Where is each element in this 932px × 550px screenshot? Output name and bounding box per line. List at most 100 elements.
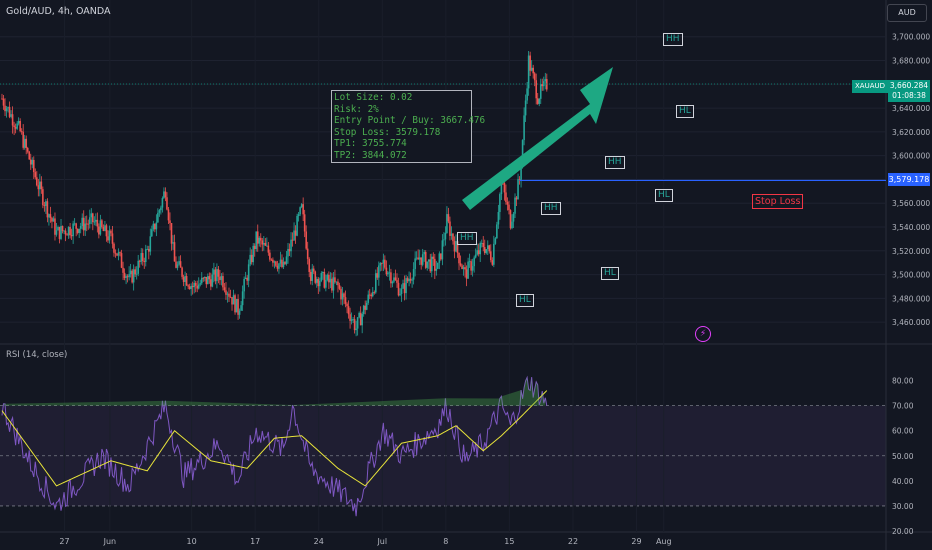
candle-body <box>518 179 521 180</box>
candle-body <box>299 207 301 215</box>
candle-body <box>440 253 442 260</box>
candle-body <box>536 98 539 104</box>
candle-body <box>488 245 491 252</box>
candle-body <box>341 293 344 300</box>
candle-body <box>244 277 247 280</box>
candle-body <box>49 214 52 218</box>
candle-body <box>266 245 268 247</box>
candle-body <box>514 197 516 214</box>
candle-body <box>140 253 143 262</box>
candle-body <box>282 261 285 267</box>
trade-note[interactable]: Lot Size: 0.02 Risk: 2% Entry Point / Bu… <box>331 90 485 163</box>
candle-body <box>158 210 161 213</box>
stop-loss-label[interactable]: Stop Loss <box>752 194 804 209</box>
candle-body <box>146 248 149 250</box>
structure-label[interactable]: HL <box>516 294 534 307</box>
candle-body <box>417 257 419 260</box>
price-tick-label: 3,500.000 <box>892 271 930 280</box>
candle-body <box>393 277 395 282</box>
candle-body <box>37 185 40 190</box>
candle-body <box>69 226 71 236</box>
candle-body <box>500 180 503 195</box>
candle-body <box>263 243 265 245</box>
candle-body <box>70 235 73 237</box>
candle-body <box>134 269 136 275</box>
candle-body <box>376 273 379 278</box>
candle-body <box>315 278 318 283</box>
candle-body <box>381 263 383 264</box>
candle-body <box>79 226 82 229</box>
candle-body <box>529 55 531 71</box>
candle-body <box>322 272 324 273</box>
candle-body <box>107 236 109 241</box>
symbol-price-tag: XAUAUD <box>852 80 888 93</box>
candle-body <box>523 115 525 141</box>
candle-body <box>122 267 124 273</box>
candle-body <box>512 213 515 222</box>
candle-body <box>453 241 456 252</box>
candle-body <box>388 272 391 274</box>
candle-body <box>355 328 357 331</box>
candle-body <box>434 258 436 271</box>
rsi-tick-label: 80.00 <box>892 377 914 386</box>
candle-body <box>485 249 488 253</box>
candle-body <box>397 282 400 296</box>
candle-body <box>279 259 282 264</box>
candle-body <box>458 252 460 264</box>
structure-label[interactable]: HH <box>663 33 683 46</box>
candle-body <box>473 257 475 267</box>
candle-body <box>222 276 224 288</box>
rsi-tick-label: 40.00 <box>892 477 914 486</box>
candle-body <box>530 67 533 71</box>
rsi-ma-line <box>1 390 548 487</box>
currency-button[interactable]: AUD <box>887 4 927 22</box>
candle-body <box>352 319 354 320</box>
candle-body <box>349 314 351 321</box>
candle-body <box>116 253 118 256</box>
candle-body <box>34 172 37 178</box>
candle-body <box>149 236 152 252</box>
candle-body <box>374 273 377 293</box>
last-price-tag: 3,660.284 01:08:38 <box>888 80 930 102</box>
candle-body <box>402 283 404 289</box>
candle-body <box>476 250 478 255</box>
candle-body <box>444 232 447 240</box>
structure-label[interactable]: HL <box>676 105 694 118</box>
candle-body <box>437 262 439 269</box>
candle-body <box>76 228 79 233</box>
candle-body <box>367 294 370 303</box>
lightning-icon[interactable]: ⚡ <box>695 326 711 342</box>
candle-body <box>73 223 76 225</box>
candle-body <box>405 278 407 294</box>
candle-body <box>104 225 106 232</box>
candle-body <box>241 291 244 306</box>
candle-body <box>515 197 518 200</box>
candle-body <box>63 230 65 232</box>
candle-body <box>256 231 259 244</box>
candle-body <box>524 100 527 116</box>
candle-body <box>382 259 385 264</box>
candle-body <box>172 242 174 244</box>
candle-body <box>471 266 474 271</box>
candle-body <box>229 296 232 298</box>
candle-body <box>182 276 185 282</box>
candle-body <box>538 98 541 104</box>
candle-body <box>237 298 239 315</box>
candle-body <box>154 223 156 230</box>
structure-label[interactable]: HH <box>541 202 561 215</box>
structure-label[interactable]: HL <box>601 267 619 280</box>
structure-label[interactable]: HH <box>457 232 477 245</box>
candle-body <box>344 297 347 304</box>
last-price-value: 3,660.284 <box>889 81 929 90</box>
candle-body <box>362 305 365 315</box>
structure-label[interactable]: HH <box>605 156 625 169</box>
candle-body <box>517 179 519 200</box>
candle-body <box>272 259 274 263</box>
candle-body <box>343 293 345 298</box>
candle-body <box>169 220 171 223</box>
candle-body <box>219 276 221 281</box>
structure-label[interactable]: HL <box>655 189 673 202</box>
candle-body <box>203 276 206 279</box>
candle-body <box>82 217 85 231</box>
